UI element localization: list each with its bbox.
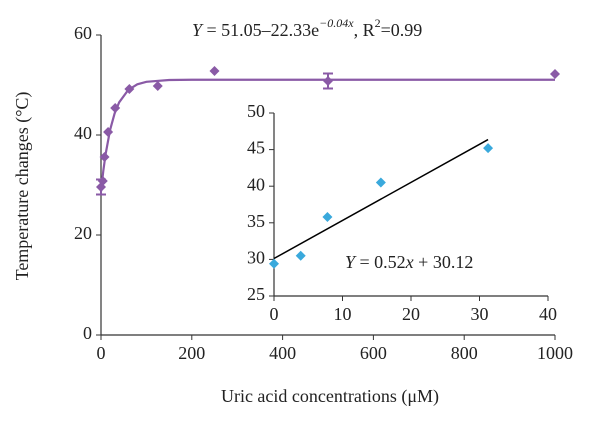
eq-part: x <box>405 252 414 272</box>
y-tick-label: 40 <box>247 174 265 194</box>
eq-part: Y <box>192 20 204 40</box>
x-tick-label: 0 <box>270 304 279 324</box>
data-point <box>269 258 279 269</box>
fit-line <box>273 138 489 260</box>
x-tick-label: 20 <box>402 304 420 324</box>
eq-part: 2 <box>375 16 381 30</box>
x-tick-label: 1000 <box>537 343 573 363</box>
y-tick-label: 45 <box>247 138 265 158</box>
data-point <box>103 127 114 137</box>
x-axis-label: Uric acid concentrations (μM) <box>221 386 439 407</box>
eq-part: −0.04x <box>319 16 354 30</box>
data-point <box>375 177 386 188</box>
eq-part: , R <box>354 20 375 40</box>
inset-equation: Y = 0.52x + 30.12 <box>345 252 473 272</box>
y-tick-label: 25 <box>247 284 265 304</box>
x-tick-label: 600 <box>360 343 387 363</box>
data-point <box>152 81 163 91</box>
y-tick-label: 20 <box>74 223 92 243</box>
data-point <box>209 66 220 76</box>
eq-part: Y <box>345 252 357 272</box>
eq-part: = 0.52 <box>355 252 406 272</box>
data-point <box>295 250 306 261</box>
data-point <box>97 176 108 186</box>
x-tick-label: 40 <box>539 304 557 324</box>
main-equation: Y = 51.05–22.33e−0.04x, R2=0.99 <box>192 16 422 40</box>
data-point <box>322 211 333 222</box>
eq-part: =0.99 <box>381 20 423 40</box>
y-tick-label: 35 <box>247 211 265 231</box>
y-tick-label: 60 <box>74 23 92 43</box>
data-point <box>323 76 333 86</box>
data-point <box>99 152 110 162</box>
y-axis-label: Temperature changes (°C) <box>12 92 33 281</box>
eq-part: + 30.12 <box>414 252 474 272</box>
x-tick-label: 800 <box>451 343 478 363</box>
inset-background <box>236 98 560 334</box>
x-tick-label: 400 <box>269 343 296 363</box>
y-tick-label: 50 <box>247 101 265 121</box>
x-tick-label: 200 <box>178 343 205 363</box>
x-tick-label: 10 <box>334 304 352 324</box>
data-point <box>550 69 560 79</box>
eq-part: = 51.05–22.33e <box>202 20 319 40</box>
data-point <box>124 84 135 94</box>
y-tick-label: 0 <box>83 323 92 343</box>
data-point <box>483 143 494 154</box>
y-tick-label: 40 <box>74 123 92 143</box>
data-point <box>110 103 121 113</box>
y-tick-label: 30 <box>247 248 265 268</box>
x-tick-label: 0 <box>97 343 106 363</box>
x-tick-label: 30 <box>471 304 489 324</box>
